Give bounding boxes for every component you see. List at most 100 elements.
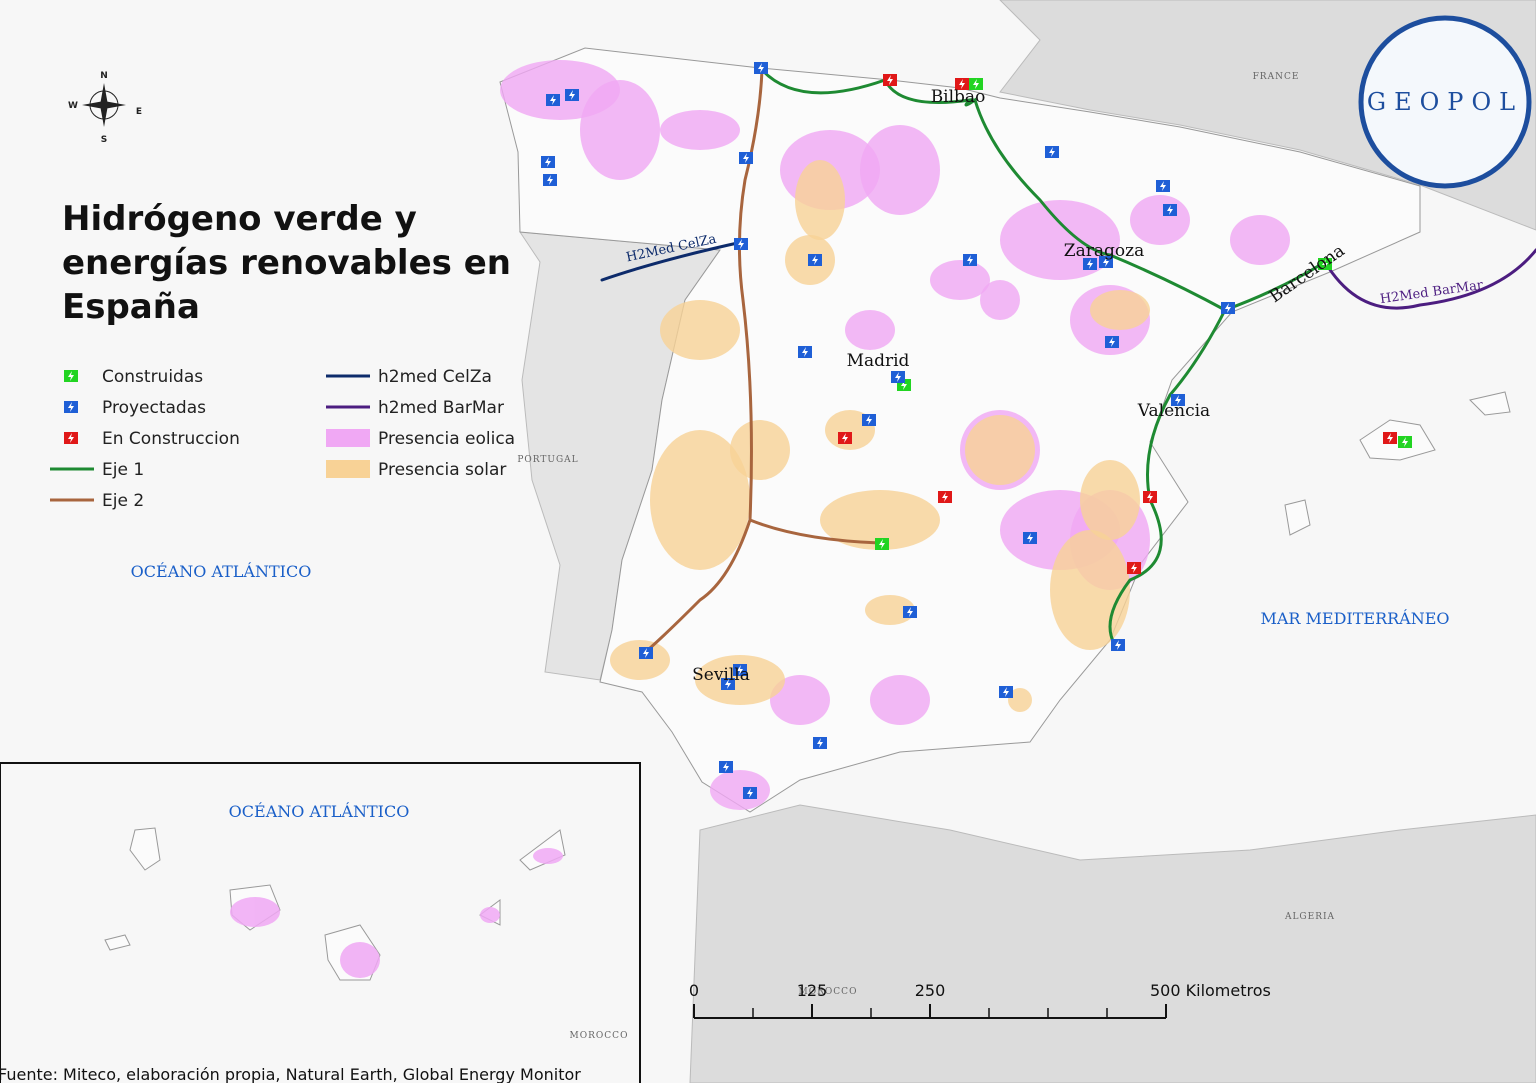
facility-bolt xyxy=(1175,395,1181,405)
facility-bolt xyxy=(1003,687,1009,697)
compass-letter: W xyxy=(68,101,78,111)
facility-bolt xyxy=(1402,437,1408,447)
legend-label: h2med CelZa xyxy=(378,367,492,387)
facility-bolt xyxy=(812,255,818,265)
wind-area xyxy=(710,770,770,810)
wind-area xyxy=(860,125,940,215)
legend-symbol xyxy=(64,432,78,444)
facilities xyxy=(257,62,1412,908)
facility-bolt xyxy=(1049,147,1055,157)
legend-label: Presencia solar xyxy=(378,460,506,480)
facility-bolt xyxy=(901,380,907,390)
facility-bolt xyxy=(723,762,729,772)
facility-bolt xyxy=(1027,533,1033,543)
solar-area xyxy=(1090,290,1150,330)
map-label: PORTUGAL xyxy=(517,455,578,465)
facility-bolt xyxy=(725,679,731,689)
title: Hidrógeno verde y xyxy=(62,199,417,239)
solar-area xyxy=(695,655,785,705)
scale-label: 500 Kilometros xyxy=(1150,981,1271,1000)
wind-area xyxy=(770,675,830,725)
facility-bolt xyxy=(895,372,901,382)
solar-area xyxy=(865,595,915,625)
legend-symbol xyxy=(64,370,78,382)
wind-area xyxy=(870,675,930,725)
legend-label: Eje 1 xyxy=(102,460,144,480)
facility-bolt xyxy=(1087,259,1093,269)
solar-area xyxy=(610,640,670,680)
logo-ring xyxy=(1358,15,1532,189)
map-label: MAR MEDITERRÁNEO xyxy=(1260,608,1449,628)
legend-label: h2med BarMar xyxy=(378,398,504,418)
wind-area xyxy=(845,310,895,350)
facility-bolt xyxy=(907,607,913,617)
facility-bolt xyxy=(887,75,893,85)
facility-bolt xyxy=(959,79,965,89)
map-label: OCÉANO ATLÁNTICO xyxy=(229,801,410,821)
h2med-celza xyxy=(600,240,744,282)
spain xyxy=(499,47,1421,813)
wind-area xyxy=(1130,195,1190,245)
facility-bolt xyxy=(547,175,553,185)
map-label: MOROCCO xyxy=(570,1031,629,1041)
map-label: MOROCCO xyxy=(799,987,858,997)
legend-label: En Construccion xyxy=(102,429,240,449)
solar-area xyxy=(650,430,750,570)
source: Fuente: Miteco, elaboración propia, Natu… xyxy=(0,1065,581,1083)
map-label: Sevilla xyxy=(692,665,750,685)
facility-bolt xyxy=(569,90,575,100)
facility-bolt xyxy=(758,63,764,73)
facility-bolt xyxy=(738,239,744,249)
legend-label: Eje 2 xyxy=(102,491,144,511)
solar-area xyxy=(730,420,790,480)
facility-bolt xyxy=(942,492,948,502)
compass-letter: E xyxy=(136,107,142,117)
map-label: FRANCE xyxy=(1253,72,1300,82)
scale-label: 0 xyxy=(689,981,699,1000)
wind-area xyxy=(1230,215,1290,265)
facility-bolt xyxy=(1225,303,1231,313)
facility-bolt xyxy=(68,371,74,381)
facility-bolt xyxy=(1103,257,1109,267)
facility-bolt xyxy=(643,648,649,658)
facility-bolt xyxy=(1167,205,1173,215)
facility-bolt xyxy=(879,539,885,549)
facility-bolt xyxy=(743,153,749,163)
facility-bolt xyxy=(817,738,823,748)
facility-bolt xyxy=(1131,563,1137,573)
facility-bolt xyxy=(967,255,973,265)
legend-label: Presencia eolica xyxy=(378,429,515,449)
wind-area xyxy=(480,907,500,923)
facility-bolt xyxy=(802,347,808,357)
compass-letter: N xyxy=(100,71,108,81)
facility-bolt xyxy=(545,157,551,167)
h2med-barmar xyxy=(1323,248,1536,310)
africa xyxy=(689,804,1536,1083)
facility-bolt xyxy=(68,433,74,443)
legend-symbol xyxy=(326,429,370,447)
facility-bolt xyxy=(1160,181,1166,191)
legend-label: Proyectadas xyxy=(102,398,206,418)
facility-bolt xyxy=(1115,640,1121,650)
solar-area xyxy=(1008,688,1032,712)
compass-letter: S xyxy=(101,135,107,145)
solar-area xyxy=(965,415,1035,485)
wind-area xyxy=(980,280,1020,320)
wind-area xyxy=(230,897,280,927)
solar-area xyxy=(820,490,940,550)
scale-label: 125 xyxy=(797,981,828,1000)
facility-bolt xyxy=(973,79,979,89)
facility-bolt xyxy=(1109,337,1115,347)
balearic-islands xyxy=(1284,391,1511,536)
facility-bolt xyxy=(842,433,848,443)
wind-area xyxy=(533,848,563,864)
compass-star xyxy=(82,83,126,127)
title: España xyxy=(62,287,200,327)
canary-wind xyxy=(230,848,563,978)
solar-area xyxy=(795,160,845,240)
map-label: OCÉANO ATLÁNTICO xyxy=(131,561,312,581)
solar-area xyxy=(660,300,740,360)
